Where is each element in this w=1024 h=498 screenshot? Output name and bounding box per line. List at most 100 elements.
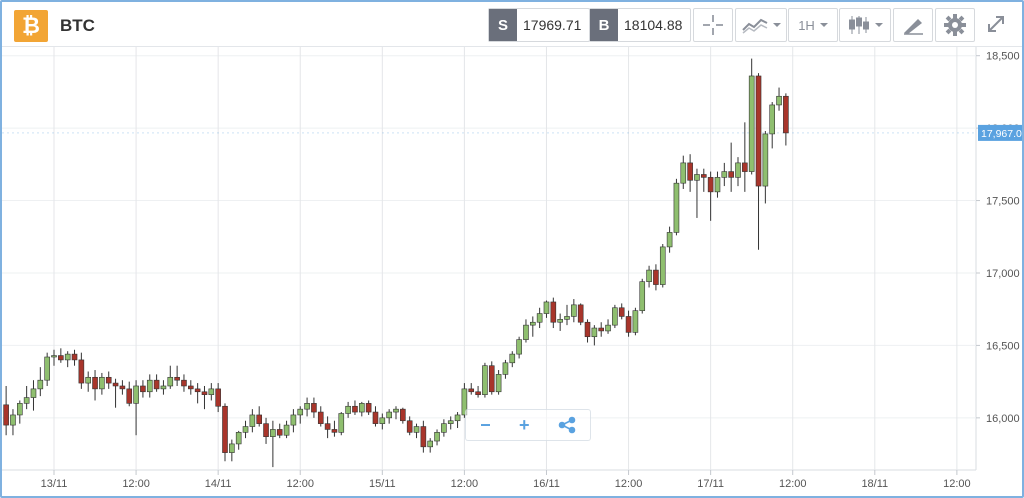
candle-down xyxy=(400,407,406,424)
candle-down xyxy=(742,122,748,192)
candle-body xyxy=(742,162,748,172)
x-tick-label: 12:00 xyxy=(286,478,314,490)
current-price-tag xyxy=(978,124,1022,141)
candle-up xyxy=(536,307,543,329)
candle-up xyxy=(659,244,666,288)
candle-up xyxy=(735,157,741,187)
candle-down xyxy=(194,383,201,404)
candle-up xyxy=(516,336,522,359)
x-tick-label: 12:00 xyxy=(779,478,807,490)
candle-down xyxy=(276,423,283,439)
zoom-out-button[interactable]: − xyxy=(480,414,491,435)
settings-button[interactable] xyxy=(935,8,975,42)
candle-body xyxy=(605,324,611,332)
candle-body xyxy=(769,104,776,135)
buy-button[interactable]: B 18104.88 xyxy=(589,8,692,42)
candle-up xyxy=(44,352,50,386)
candle-body xyxy=(694,174,700,181)
draw-tool-icon xyxy=(904,19,923,35)
draw-tools-button[interactable] xyxy=(893,8,933,42)
candle-body xyxy=(646,269,652,282)
sell-price: 17969.71 xyxy=(523,17,582,33)
candle-up xyxy=(338,412,345,436)
price-chart[interactable]: 16,00016,50017,00017,50018,00018,50017,9… xyxy=(2,47,1022,496)
candle-body xyxy=(591,327,598,338)
candle-up xyxy=(23,385,30,410)
y-tick-label: 18,500 xyxy=(986,51,1020,63)
candle-body xyxy=(468,388,475,393)
candle-body xyxy=(680,162,687,184)
candle-body xyxy=(557,319,563,323)
candle-down xyxy=(420,420,427,453)
candle-body xyxy=(516,339,522,355)
candle-up xyxy=(571,299,577,323)
candle-up xyxy=(434,429,440,446)
candle-up xyxy=(37,367,44,397)
candle-down xyxy=(618,303,625,320)
candle-up xyxy=(290,409,297,433)
share-icon[interactable] xyxy=(558,416,576,434)
candle-body xyxy=(461,388,468,416)
candle-body xyxy=(358,403,365,413)
zoom-in-button[interactable]: + xyxy=(518,414,530,435)
candle-body xyxy=(126,388,133,404)
candle-down xyxy=(475,385,481,398)
candle-body xyxy=(290,414,297,426)
chart-type-button[interactable] xyxy=(735,8,787,42)
candle-up xyxy=(673,178,680,236)
candle-up xyxy=(235,430,242,450)
candle-body xyxy=(365,403,372,413)
candle-down xyxy=(181,374,187,392)
candle-down xyxy=(215,383,221,413)
candle-body xyxy=(297,408,304,416)
candle-body xyxy=(584,321,591,338)
candle-body xyxy=(529,321,536,326)
candle-body xyxy=(413,426,420,433)
candle-body xyxy=(386,411,392,419)
candle-up xyxy=(10,409,16,436)
candle-up xyxy=(495,370,502,395)
candle-body xyxy=(146,379,153,393)
candle-body xyxy=(249,414,256,427)
candle-body xyxy=(427,440,434,448)
candle-body xyxy=(454,414,461,422)
candle-body xyxy=(653,269,659,285)
candle-body xyxy=(632,310,639,333)
candle-body xyxy=(618,307,625,317)
sell-button[interactable]: S 17969.71 xyxy=(488,8,591,42)
candle-body xyxy=(256,414,262,424)
crosshair-button[interactable] xyxy=(693,8,733,42)
candle-body xyxy=(167,376,174,387)
candle-body xyxy=(495,374,502,393)
candlestick-icon xyxy=(848,16,869,34)
candle-body xyxy=(598,327,605,332)
candle-body xyxy=(345,405,351,414)
candle-up xyxy=(646,265,652,288)
candle-up xyxy=(99,372,105,395)
candle-body xyxy=(434,432,440,442)
candle-up xyxy=(270,420,276,468)
candle-body xyxy=(475,391,481,395)
candle-body xyxy=(338,413,345,433)
candle-up xyxy=(454,412,461,428)
chevron-down-icon xyxy=(819,23,828,27)
candle-body xyxy=(509,353,516,364)
expand-button[interactable] xyxy=(977,8,1015,40)
candle-body xyxy=(447,420,454,424)
x-tick-label: 16/11 xyxy=(533,478,560,490)
candle-body xyxy=(17,403,23,416)
candle-up xyxy=(591,325,598,346)
candle-up xyxy=(776,87,782,111)
candle-down xyxy=(71,349,78,366)
candle-down xyxy=(653,264,659,291)
candle-up xyxy=(393,406,399,420)
candle-body xyxy=(406,420,413,433)
candle-up xyxy=(160,380,167,395)
candle-body xyxy=(153,379,160,390)
candle-body xyxy=(564,316,570,320)
chevron-down-icon xyxy=(874,23,883,27)
timeframe-button[interactable]: 1H xyxy=(788,8,838,42)
candle-style-button[interactable] xyxy=(839,8,891,42)
candle-body xyxy=(393,408,399,413)
candle-body xyxy=(420,426,427,448)
